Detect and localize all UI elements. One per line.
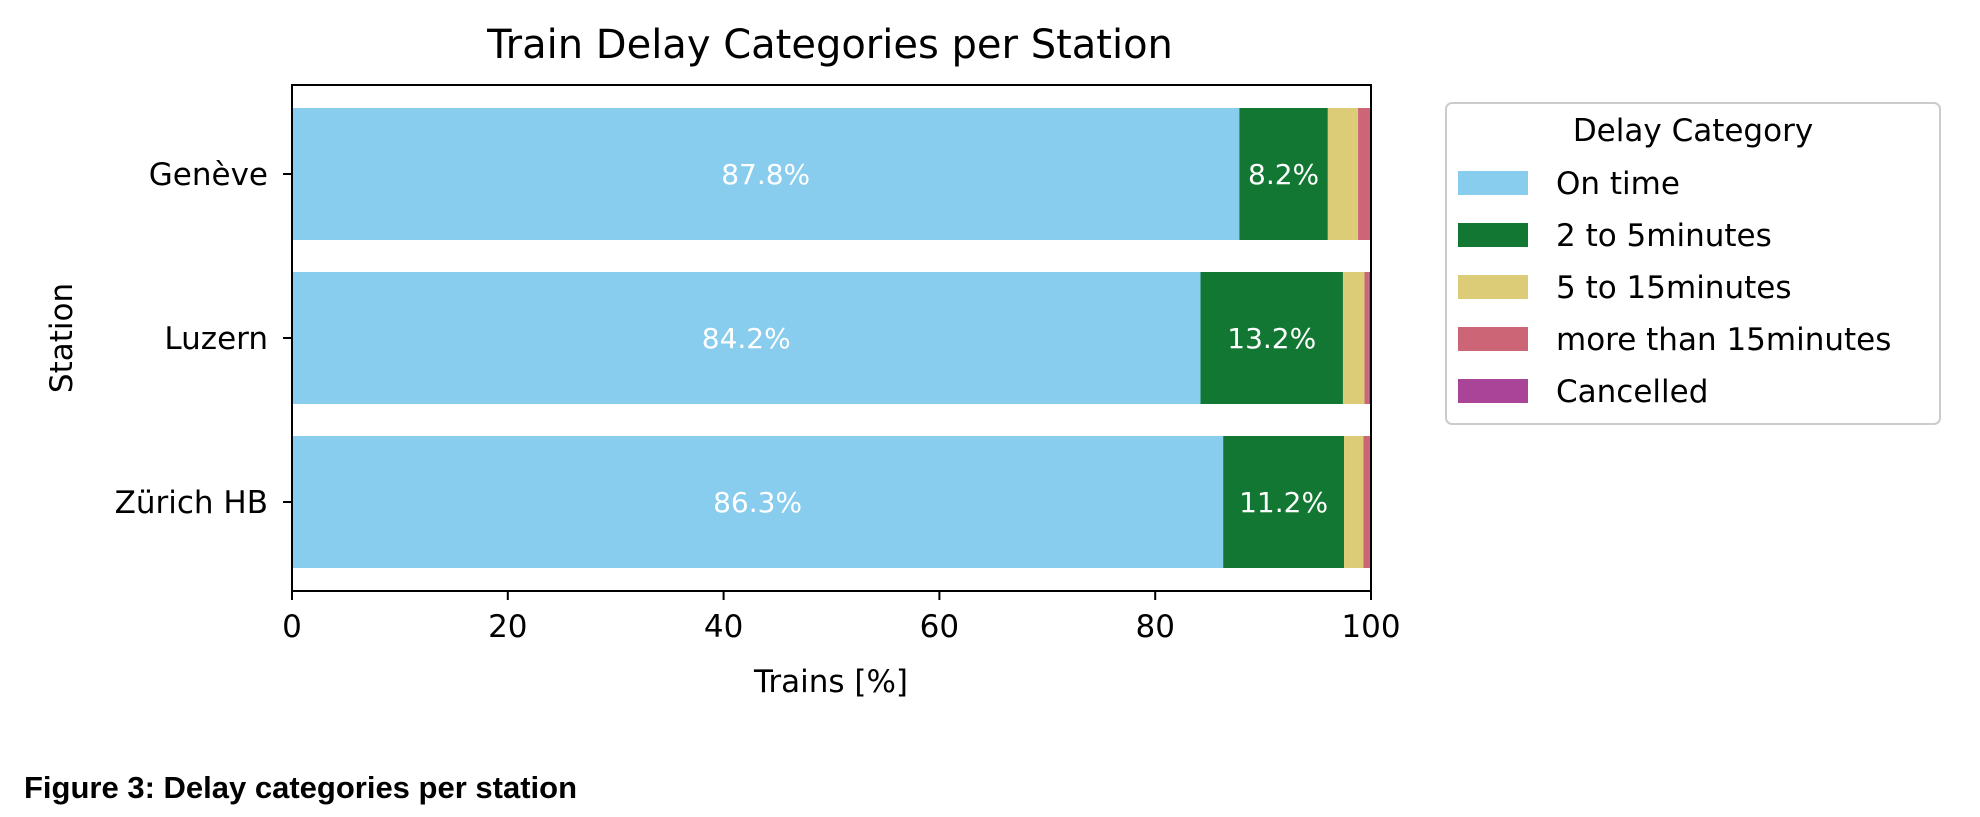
x-ticks: 0 20 40 60 80 100	[282, 591, 1401, 645]
legend-frame	[1445, 102, 1941, 425]
bar-geneve-more-than-15minutes	[1358, 108, 1371, 240]
x-tick-label: 0	[282, 609, 302, 645]
data-label: 87.8%	[721, 158, 810, 191]
y-axis-label: Station	[44, 283, 80, 393]
data-label: 84.2%	[702, 322, 791, 355]
x-tick-label: 100	[1341, 609, 1400, 645]
data-label: 11.2%	[1239, 486, 1328, 519]
bar-geneve-2-to-5minutes	[1239, 108, 1328, 240]
data-label: 13.2%	[1227, 322, 1316, 355]
bar-geneve-on-time	[292, 108, 1240, 240]
legend: Delay Category On time 2 to 5minutes 5 to …	[1445, 102, 1941, 425]
legend-swatch-cancelled	[1458, 379, 1528, 403]
bar-luzern-2-to-5minutes	[1200, 272, 1343, 404]
legend-swatch-on-time	[1458, 171, 1528, 195]
y-tick-label: Genève	[149, 157, 268, 193]
bar-zurich-hb-on-time	[292, 436, 1224, 568]
bar-zurich-hb-5-to-15minutes	[1344, 436, 1364, 568]
legend-swatch-5-to-15minutes	[1458, 275, 1528, 299]
bar-luzern-5-to-15minutes	[1342, 272, 1365, 404]
legend-label: 5 to 15minutes	[1556, 270, 1791, 306]
legend-label: On time	[1556, 166, 1680, 202]
bar-luzern-cancelled	[1368, 272, 1371, 404]
legend-label: Cancelled	[1556, 374, 1708, 410]
bar-zurich-hb-more-than-15minutes	[1363, 436, 1370, 568]
legend-label: 2 to 5minutes	[1556, 218, 1772, 254]
bar-zurich-hb-2-to-5minutes	[1223, 436, 1345, 568]
x-tick-label: 20	[488, 609, 527, 645]
x-tick-label: 60	[920, 609, 959, 645]
data-label: 86.3%	[713, 486, 802, 519]
bar-geneve-5-to-15minutes	[1327, 108, 1359, 240]
y-tick-label: Zürich HB	[115, 485, 268, 521]
x-axis-label: Trains [%]	[753, 664, 908, 700]
y-tick-label: Luzern	[164, 321, 268, 357]
legend-swatch-more-than-15minutes	[1458, 327, 1528, 351]
figure-caption: Figure 3: Delay categories per station	[24, 770, 578, 805]
legend-title: Delay Category	[1573, 113, 1813, 149]
y-ticks: Genève Luzern Zürich HB	[115, 157, 292, 521]
bar-luzern-more-than-15minutes	[1364, 272, 1369, 404]
legend-label: more than 15minutes	[1556, 322, 1891, 358]
data-label: 8.2%	[1248, 158, 1319, 191]
bars-layer: 87.8% 8.2% 84.2% 13.2% 86.3% 11.2%	[292, 108, 1371, 568]
bar-luzern-on-time	[292, 272, 1201, 404]
x-tick-label: 80	[1135, 609, 1174, 645]
legend-swatch-2-to-5minutes	[1458, 223, 1528, 247]
x-tick-label: 40	[704, 609, 743, 645]
chart-title: Train Delay Categories per Station	[486, 22, 1173, 68]
